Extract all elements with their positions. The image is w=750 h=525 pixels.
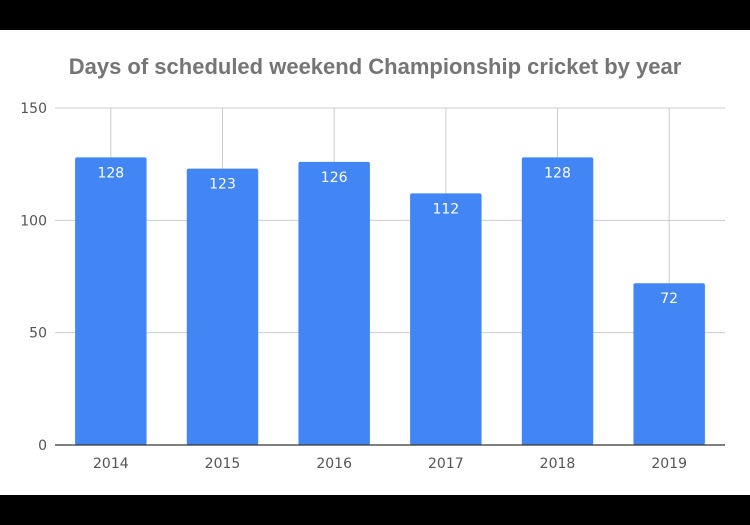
bar <box>186 168 259 445</box>
x-tick-label: 2015 <box>205 456 241 472</box>
x-tick-label: 2019 <box>651 456 687 472</box>
chart-frame: Days of scheduled weekend Championship c… <box>0 30 750 495</box>
bar-chart: 0 50 100 150 128 2014 123 2015 126 2016 112 2017 128… <box>20 101 725 472</box>
y-tick-label: 100 <box>20 213 47 229</box>
y-tick-label: 50 <box>29 326 47 342</box>
x-tick-label: 2017 <box>428 456 464 472</box>
x-tick-label: 2018 <box>540 456 576 472</box>
bar <box>633 283 705 445</box>
bar-value-label: 72 <box>660 291 678 307</box>
x-tick-label: 2014 <box>93 456 129 472</box>
bar-value-label: 128 <box>544 165 571 181</box>
bar <box>75 157 147 445</box>
bar-layer <box>75 157 705 446</box>
y-tick-label: 150 <box>20 101 47 117</box>
chart-title: Days of scheduled weekend Championship c… <box>68 54 682 79</box>
label-layer: 0 50 100 150 128 2014 123 2015 126 2016 112 2017 128… <box>20 101 725 472</box>
x-tick-label: 2016 <box>316 456 352 472</box>
grid-layer <box>55 107 725 445</box>
y-tick-label: 0 <box>38 438 47 454</box>
bar-value-label: 128 <box>97 165 124 181</box>
bar <box>521 157 594 445</box>
bar-value-label: 126 <box>321 170 348 186</box>
bar <box>410 193 482 445</box>
bar <box>298 161 370 446</box>
bar-value-label: 112 <box>432 201 459 217</box>
bar-value-label: 123 <box>209 177 236 193</box>
